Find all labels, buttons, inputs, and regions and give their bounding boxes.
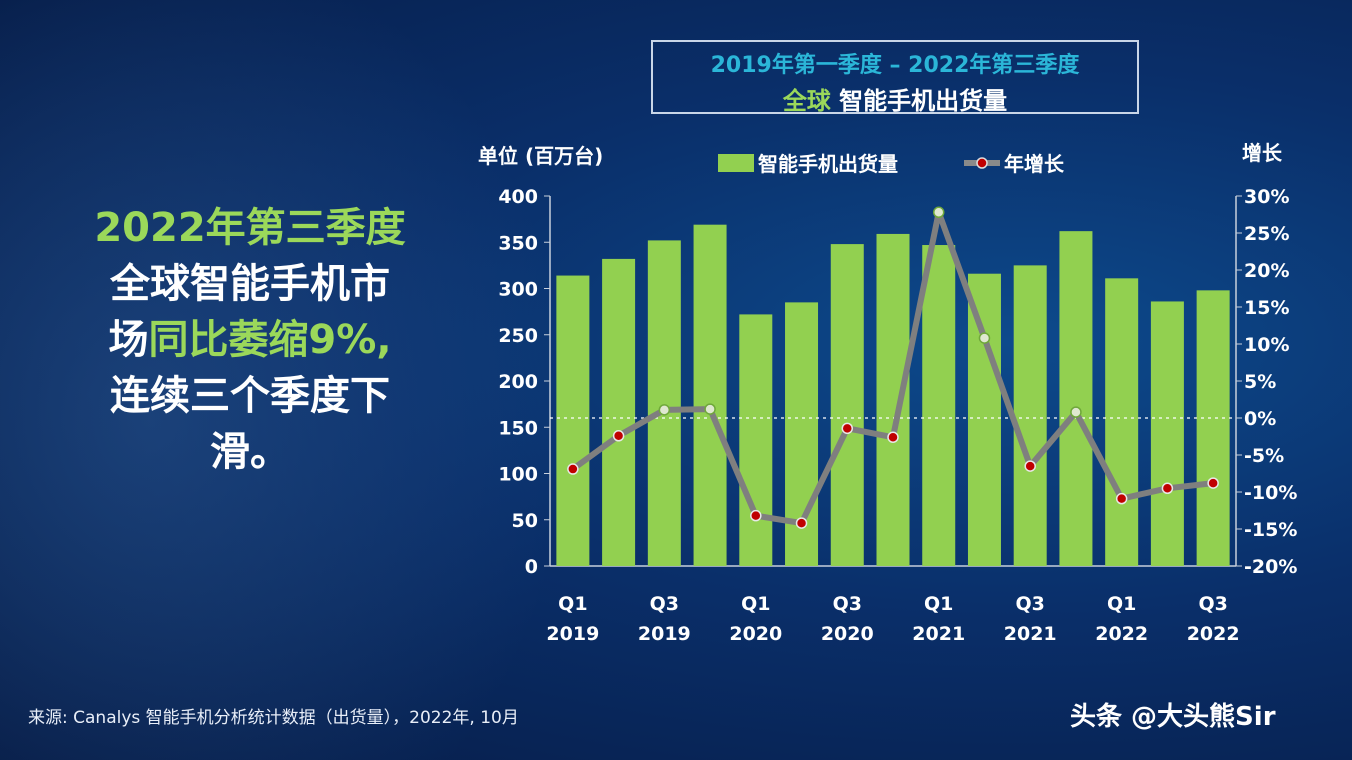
growth-point-Q3-2020 bbox=[841, 422, 854, 435]
headline: 2022年第三季度 全球智能手机市 场同比萎缩9%, 连续三个季度下 滑。 bbox=[40, 200, 460, 480]
growth-point-Q3-2021 bbox=[1024, 460, 1036, 472]
headline-line4: 连续三个季度下 bbox=[110, 373, 390, 419]
left-tick-label: 100 bbox=[498, 464, 538, 486]
x-tick-year: 2020 bbox=[729, 623, 782, 645]
growth-point-Q3-2019 bbox=[658, 404, 671, 416]
bar-Q1-2021 bbox=[922, 245, 956, 566]
bar-Q1-2019 bbox=[556, 275, 590, 566]
x-tick-quarter: Q3 bbox=[833, 593, 862, 615]
x-tick-year: 2021 bbox=[912, 623, 965, 645]
x-tick-quarter: Q1 bbox=[1107, 593, 1136, 615]
headline-line1: 2022年第三季度 bbox=[94, 205, 406, 251]
x-tick-year: 2022 bbox=[1095, 623, 1148, 645]
legend-line-label: 年增长 bbox=[1004, 152, 1065, 176]
growth-point-Q4-2020 bbox=[887, 431, 899, 443]
x-tick-year: 2020 bbox=[821, 623, 874, 645]
growth-point-Q2-2019 bbox=[612, 430, 625, 442]
growth-point-Q1-2021 bbox=[932, 206, 945, 219]
bar-Q4-2020 bbox=[876, 233, 910, 567]
growth-point-Q1-2019 bbox=[567, 463, 579, 475]
right-tick-label: 10% bbox=[1244, 334, 1289, 356]
growth-point-Q3-2022 bbox=[1207, 477, 1219, 489]
bar-Q3-2021 bbox=[1013, 265, 1047, 566]
headline-line3b: 同比萎缩9%, bbox=[148, 317, 392, 363]
bar-Q3-2019 bbox=[647, 240, 681, 566]
legend-line-marker bbox=[976, 157, 988, 169]
bar-Q3-2022 bbox=[1196, 290, 1230, 566]
source-note: 来源: Canalys 智能手机分析统计数据（出货量），2022年, 10月 bbox=[28, 708, 519, 728]
headline-line2: 全球智能手机市 bbox=[110, 261, 390, 307]
x-tick-quarter: Q3 bbox=[1198, 593, 1227, 615]
growth-point-Q2-2021 bbox=[978, 332, 991, 344]
right-axis-label: 增长 bbox=[1242, 141, 1283, 165]
bar-Q2-2022 bbox=[1150, 301, 1184, 566]
left-axis-label: 单位 (百万台) bbox=[478, 144, 603, 168]
bar-Q1-2020 bbox=[739, 314, 773, 566]
right-tick-label: 0% bbox=[1244, 408, 1276, 430]
headline-line5: 滑。 bbox=[210, 429, 290, 475]
right-tick-label: -5% bbox=[1244, 445, 1284, 467]
chart-title-white: 智能手机出货量 bbox=[839, 87, 1008, 115]
bar-Q4-2019 bbox=[693, 224, 727, 567]
x-tick-quarter: Q1 bbox=[924, 593, 953, 615]
x-tick-quarter: Q3 bbox=[1016, 593, 1045, 615]
right-tick-label: 15% bbox=[1244, 297, 1289, 319]
x-tick-year: 2022 bbox=[1187, 623, 1240, 645]
x-tick-year: 2021 bbox=[1004, 623, 1057, 645]
x-tick-year: 2019 bbox=[638, 623, 691, 645]
left-tick-label: 400 bbox=[498, 186, 538, 208]
x-tick-quarter: Q1 bbox=[741, 593, 770, 615]
growth-point-Q4-2021 bbox=[1070, 406, 1082, 418]
bar-Q4-2021 bbox=[1059, 231, 1093, 566]
left-tick-label: 250 bbox=[498, 325, 538, 347]
growth-point-Q2-2022 bbox=[1161, 482, 1174, 495]
growth-point-Q1-2022 bbox=[1115, 492, 1128, 505]
right-tick-label: -10% bbox=[1244, 482, 1297, 504]
left-tick-label: 0 bbox=[525, 556, 538, 578]
headline-line3a: 场 bbox=[108, 317, 149, 363]
bar-Q2-2019 bbox=[602, 258, 636, 566]
bar-Q2-2021 bbox=[967, 273, 1001, 566]
left-tick-label: 300 bbox=[498, 279, 538, 301]
right-tick-label: -15% bbox=[1244, 519, 1297, 541]
right-tick-label: 25% bbox=[1244, 223, 1289, 245]
right-tick-label: 5% bbox=[1244, 371, 1276, 393]
chart-title-box: 2019年第一季度 – 2022年第三季度 全球 智能手机出货量 bbox=[651, 40, 1139, 115]
chart-title-line1: 2019年第一季度 – 2022年第三季度 bbox=[710, 53, 1080, 78]
x-tick-year: 2019 bbox=[546, 623, 599, 645]
growth-point-Q2-2020 bbox=[795, 517, 808, 529]
bar-Q1-2022 bbox=[1105, 278, 1139, 566]
bar-Q3-2020 bbox=[830, 244, 864, 566]
legend-bar-swatch bbox=[718, 154, 754, 172]
right-tick-label: -20% bbox=[1244, 556, 1297, 578]
x-tick-quarter: Q1 bbox=[558, 593, 587, 615]
x-tick-quarter: Q3 bbox=[650, 593, 679, 615]
right-tick-label: 20% bbox=[1244, 260, 1289, 282]
growth-point-Q1-2020 bbox=[750, 509, 762, 522]
left-tick-label: 350 bbox=[498, 232, 538, 254]
left-tick-label: 200 bbox=[498, 371, 538, 393]
growth-point-Q4-2019 bbox=[704, 403, 716, 415]
left-tick-label: 150 bbox=[498, 417, 538, 439]
chart-title-green: 全球 bbox=[782, 87, 831, 115]
left-tick-label: 50 bbox=[512, 510, 538, 532]
legend-bar-label: 智能手机出货量 bbox=[758, 152, 898, 176]
watermark: 头条 @大头熊Sir bbox=[1070, 702, 1276, 732]
right-tick-label: 30% bbox=[1244, 186, 1289, 208]
